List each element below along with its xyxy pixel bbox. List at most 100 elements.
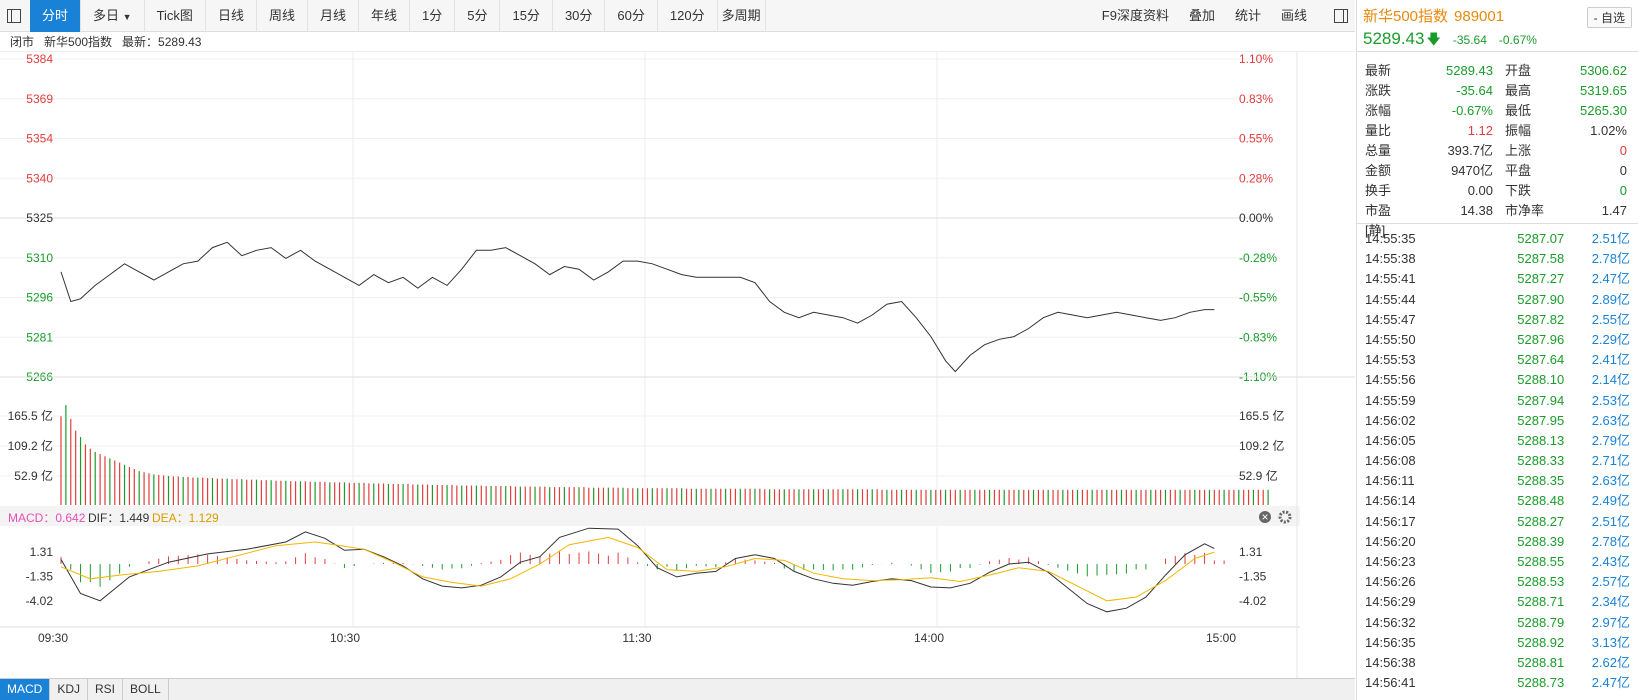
quote-value: 14.38 [1460,203,1493,218]
time-axis-label: 10:30 [330,631,360,645]
quote-label: 换手 [1365,183,1392,198]
tick-time: 14:56:23 [1365,554,1416,569]
macd-tick-label: -4.02 [26,594,54,608]
tab-day[interactable]: 日线 [206,0,257,32]
left-panel-toggle-icon[interactable] [4,6,24,26]
tick-row: 14:56:23 5288.55 2.43亿 [1365,552,1630,572]
tab-duori-label: 多日 [93,7,120,23]
quote-price-line: 5289.43 🡇 -35.64 -0.67% [1363,29,1638,53]
gear-icon[interactable] [1278,510,1292,524]
tick-price: 5287.94 [1517,392,1565,408]
tick-row: 14:56:17 5288.27 2.51亿 [1365,512,1630,532]
tick-row: 14:56:20 5288.39 2.78亿 [1365,532,1630,552]
tick-volume: 2.63亿 [1591,473,1630,489]
quote-value: 393.7亿 [1447,143,1493,158]
quote-label: 最新 [1365,63,1392,78]
quote-label: 金额 [1365,163,1392,178]
toolbar-right-group: F9深度资料 叠加 统计 画线 [1092,0,1355,32]
tick-row: 14:55:59 5287.94 2.53亿 [1365,391,1630,411]
time-axis-label: 11:30 [622,631,651,645]
tick-row: 14:56:26 5288.53 2.57亿 [1365,572,1630,592]
quote-label: 最高 [1505,83,1532,98]
quote-value: -35.64 [1456,83,1493,98]
tab-rsi[interactable]: RSI [88,679,124,700]
quote-value: 5306.62 [1580,63,1627,78]
tick-time: 14:56:08 [1365,453,1416,469]
tab-month[interactable]: 月线 [308,0,359,32]
pct-tick-label: 1.10% [1239,52,1273,66]
tick-price: 5288.13 [1517,432,1565,448]
tick-row: 14:55:44 5287.90 2.89亿 [1365,290,1630,310]
tick-volume: 2.89亿 [1591,291,1630,307]
right-panel-toggle-icon[interactable] [1331,6,1351,26]
tick-time: 14:55:50 [1365,331,1416,347]
tick-time: 14:56:32 [1365,614,1416,630]
tab-tick[interactable]: Tick图 [145,0,206,32]
intraday-chart[interactable]: 5384 1.10% 5369 0.83% 5354 0.55% 5340 0.28% 5325… [0,52,1355,678]
quote-change-pct: -0.67% [1498,33,1537,47]
tick-price: 5288.79 [1517,614,1565,630]
tick-price: 5287.58 [1517,251,1565,267]
tick-price: 5288.71 [1517,594,1565,610]
quote-code: 989001 [1454,8,1505,25]
pct-tick-label: 0.00% [1239,211,1273,225]
quote-row: 总量 393.7亿 上涨 0 [1365,141,1630,161]
volume-tick-label: 52.9 亿 [14,468,53,483]
quote-label: 涨跌 [1365,83,1392,98]
arrow-down-icon: 🡇 [1426,31,1441,47]
tick-volume: 2.78亿 [1591,251,1630,267]
tab-duori[interactable]: 多日 ▼ [81,0,145,32]
tick-price: 5288.73 [1517,675,1565,691]
tick-row: 14:56:35 5288.92 3.13亿 [1365,633,1630,653]
quote-value: 1.02% [1590,123,1627,138]
time-axis-label: 15:00 [1206,631,1236,645]
tick-volume: 2.47亿 [1591,675,1630,691]
tick-volume: 2.97亿 [1591,614,1630,630]
tab-30min[interactable]: 30分 [553,0,606,32]
tick-price: 5287.82 [1517,311,1565,327]
tab-boll[interactable]: BOLL [123,679,169,700]
tick-list[interactable]: 14:55:35 5287.07 2.51亿 14:55:38 5287.58 2.78亿… [1357,224,1638,693]
tick-volume: 2.71亿 [1591,453,1630,469]
f9-deep-data-button[interactable]: F9深度资料 [1101,7,1169,23]
tab-week[interactable]: 周线 [257,0,308,32]
overlay-button[interactable]: 叠加 [1188,7,1215,23]
chart-toolbar: 分时 多日 ▼ Tick图 日线 周线 月线 年线 1分 5分 15分 30分 … [0,0,1355,32]
dea-line [60,536,1215,602]
watchlist-toggle-button[interactable]: - 自选 [1586,7,1632,28]
quote-row: 涨幅 -0.67% 最低 5265.30 [1365,101,1630,121]
close-icon-glyph: × [1261,510,1268,524]
tab-macd[interactable]: MACD [0,679,51,700]
tab-multi-period[interactable]: 多周期 [718,0,766,32]
tick-price: 5288.81 [1517,654,1565,670]
tick-row: 14:56:41 5288.73 2.47亿 [1365,673,1630,693]
tab-5min[interactable]: 5分 [455,0,501,32]
quote-label: 平盘 [1505,163,1532,178]
indicator-tabs: MACD KDJ RSI BOLL [0,678,1355,700]
tick-time: 14:55:41 [1365,271,1416,287]
chart-info-bar: 闭市 新华500指数 最新：5289.43 [0,32,1355,52]
tick-price: 5288.48 [1517,493,1565,509]
tick-row: 14:55:56 5288.10 2.14亿 [1365,370,1630,390]
tab-kdj[interactable]: KDJ [50,679,89,700]
close-icon[interactable] [1259,511,1271,523]
tick-time: 14:56:35 [1365,634,1416,650]
tab-120min[interactable]: 120分 [658,0,718,32]
price-tick-label: 5310 [26,251,53,265]
tab-1min[interactable]: 1分 [410,0,456,32]
quote-value: 0.00 [1467,183,1493,198]
tab-year[interactable]: 年线 [359,0,410,32]
dea-label: DEA：1.129 [152,511,219,525]
statistics-button[interactable]: 统计 [1234,7,1261,23]
tick-row: 14:56:32 5288.79 2.97亿 [1365,613,1630,633]
tab-fenshi[interactable]: 分时 [30,0,82,32]
tick-row: 14:56:14 5288.48 2.49亿 [1365,491,1630,511]
quote-value: 1.47 [1601,203,1627,218]
pct-tick-label: -0.55% [1239,291,1277,305]
tick-price: 5288.10 [1517,372,1565,388]
draw-line-button[interactable]: 画线 [1280,7,1307,23]
tab-15min[interactable]: 15分 [500,0,553,32]
tab-60min[interactable]: 60分 [605,0,658,32]
dif-line [60,527,1215,613]
